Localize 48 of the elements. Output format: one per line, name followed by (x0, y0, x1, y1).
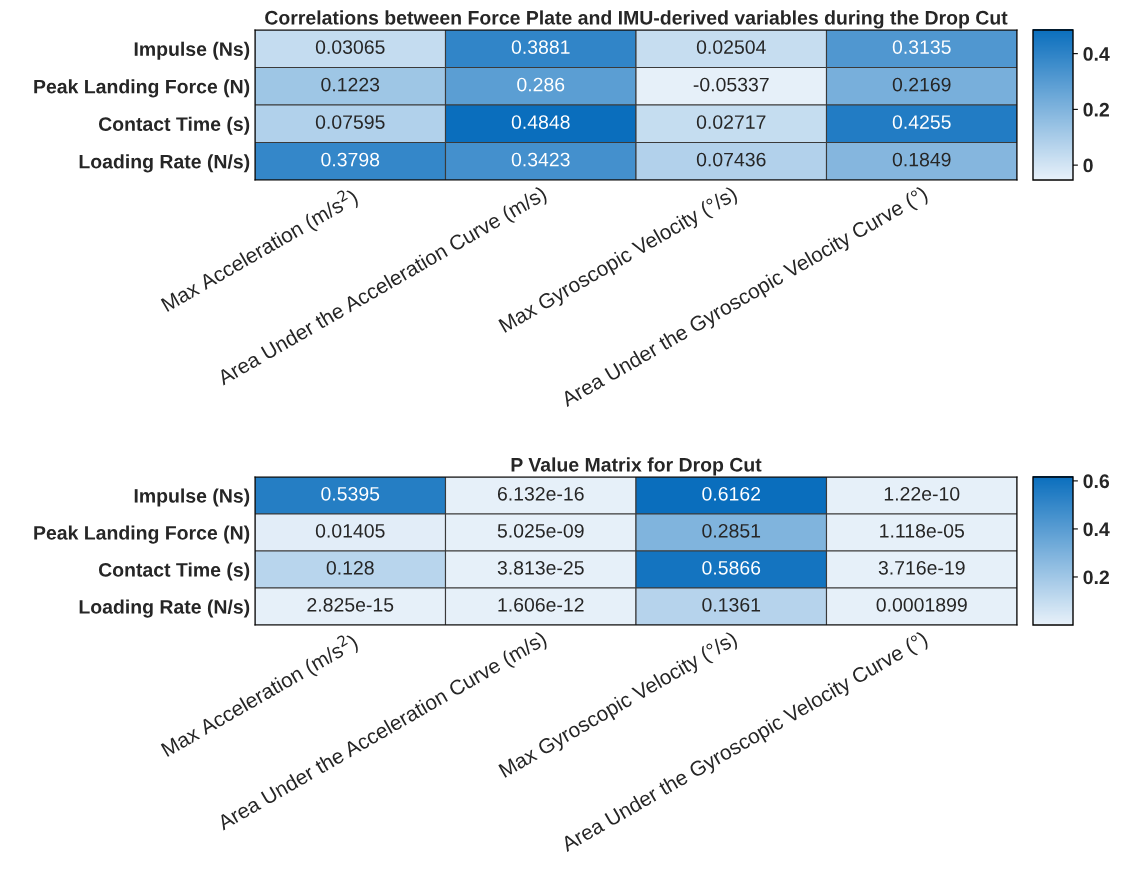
color-bar-label: 0.2 (1083, 570, 1109, 585)
data-label: -0.05337 (693, 77, 769, 92)
data-label: 3.813e-25 (497, 560, 584, 575)
data-label: 1.118e-05 (880, 523, 965, 538)
data-label: 6.132e-16 (497, 486, 584, 501)
data-label: 0.3135 (892, 40, 951, 54)
data-label: 0.4848 (511, 115, 570, 129)
data-label: 0.1361 (702, 597, 761, 612)
data-label: 1.22e-10 (884, 486, 960, 501)
y-tick-label: Impulse (Ns) (134, 41, 250, 60)
data-label: 0.02717 (696, 115, 766, 129)
color-bar-label: 0.2 (1083, 102, 1109, 117)
data-label: 3.716e-19 (878, 560, 965, 575)
data-label: 2.825e-15 (307, 597, 394, 612)
data-label: 0.128 (326, 560, 374, 575)
data-label: 0.07595 (315, 115, 385, 129)
data-label: 0.5395 (321, 486, 380, 501)
data-label: 0.286 (517, 77, 565, 92)
data-label: 0.0001899 (876, 597, 967, 612)
y-tick-label: Contact Time (s) (98, 562, 250, 581)
y-tick-label: Peak Landing Force (N) (34, 79, 250, 98)
y-tick-label: Contact Time (s) (98, 116, 250, 135)
data-label: 1.606e-12 (498, 597, 584, 612)
data-label: 0.6162 (702, 486, 761, 501)
color-bar-label: 0 (1083, 158, 1093, 173)
data-label: 0.1849 (892, 152, 951, 167)
data-label: 0.5866 (702, 560, 761, 575)
chart-title: P Value Matrix for Drop Cut (511, 457, 762, 476)
data-label: 0.1223 (321, 77, 380, 92)
data-label: 0.2851 (702, 523, 761, 538)
data-label: 0.2169 (892, 77, 951, 92)
y-tick-label: Impulse (Ns) (134, 488, 250, 507)
data-label: 0.3798 (321, 152, 380, 167)
data-label: 0.3881 (511, 40, 570, 54)
y-tick-label: Loading Rate (N/s) (79, 599, 250, 618)
data-label: 0.01405 (315, 523, 385, 538)
data-label: 0.4255 (892, 115, 951, 129)
data-label: 0.07436 (696, 152, 766, 167)
data-label: 0.03065 (315, 40, 385, 54)
data-label: 5.025e-09 (497, 523, 584, 538)
y-tick-label: Peak Landing Force (N) (34, 525, 250, 544)
chart-title: Correlations between Force Plate and IMU-derived variables during the Drop Cut (265, 10, 1008, 29)
color-bar-label: 0.4 (1083, 47, 1110, 61)
color-bar-label: 0.6 (1083, 474, 1110, 489)
color-bar-label: 0.4 (1083, 522, 1110, 537)
data-label: 0.02504 (696, 40, 766, 54)
y-tick-label: Loading Rate (N/s) (79, 154, 250, 173)
data-label: 0.3423 (511, 152, 570, 167)
